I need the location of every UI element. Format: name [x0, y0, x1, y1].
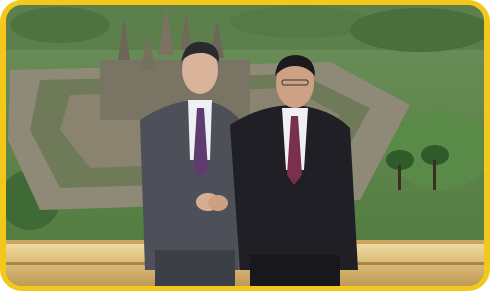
right-man-part — [250, 255, 340, 291]
page: (() => { const data = JSON.parse(documen… — [0, 0, 490, 291]
forest-part — [350, 8, 490, 52]
right-man-part — [208, 195, 228, 211]
photo-frame — [0, 0, 490, 291]
forest-part — [10, 7, 110, 43]
left-man-part — [155, 250, 235, 290]
forest-part — [230, 6, 370, 38]
painted-trees-part — [433, 160, 436, 190]
painted-trees-part — [398, 165, 401, 190]
photo — [0, 5, 490, 291]
